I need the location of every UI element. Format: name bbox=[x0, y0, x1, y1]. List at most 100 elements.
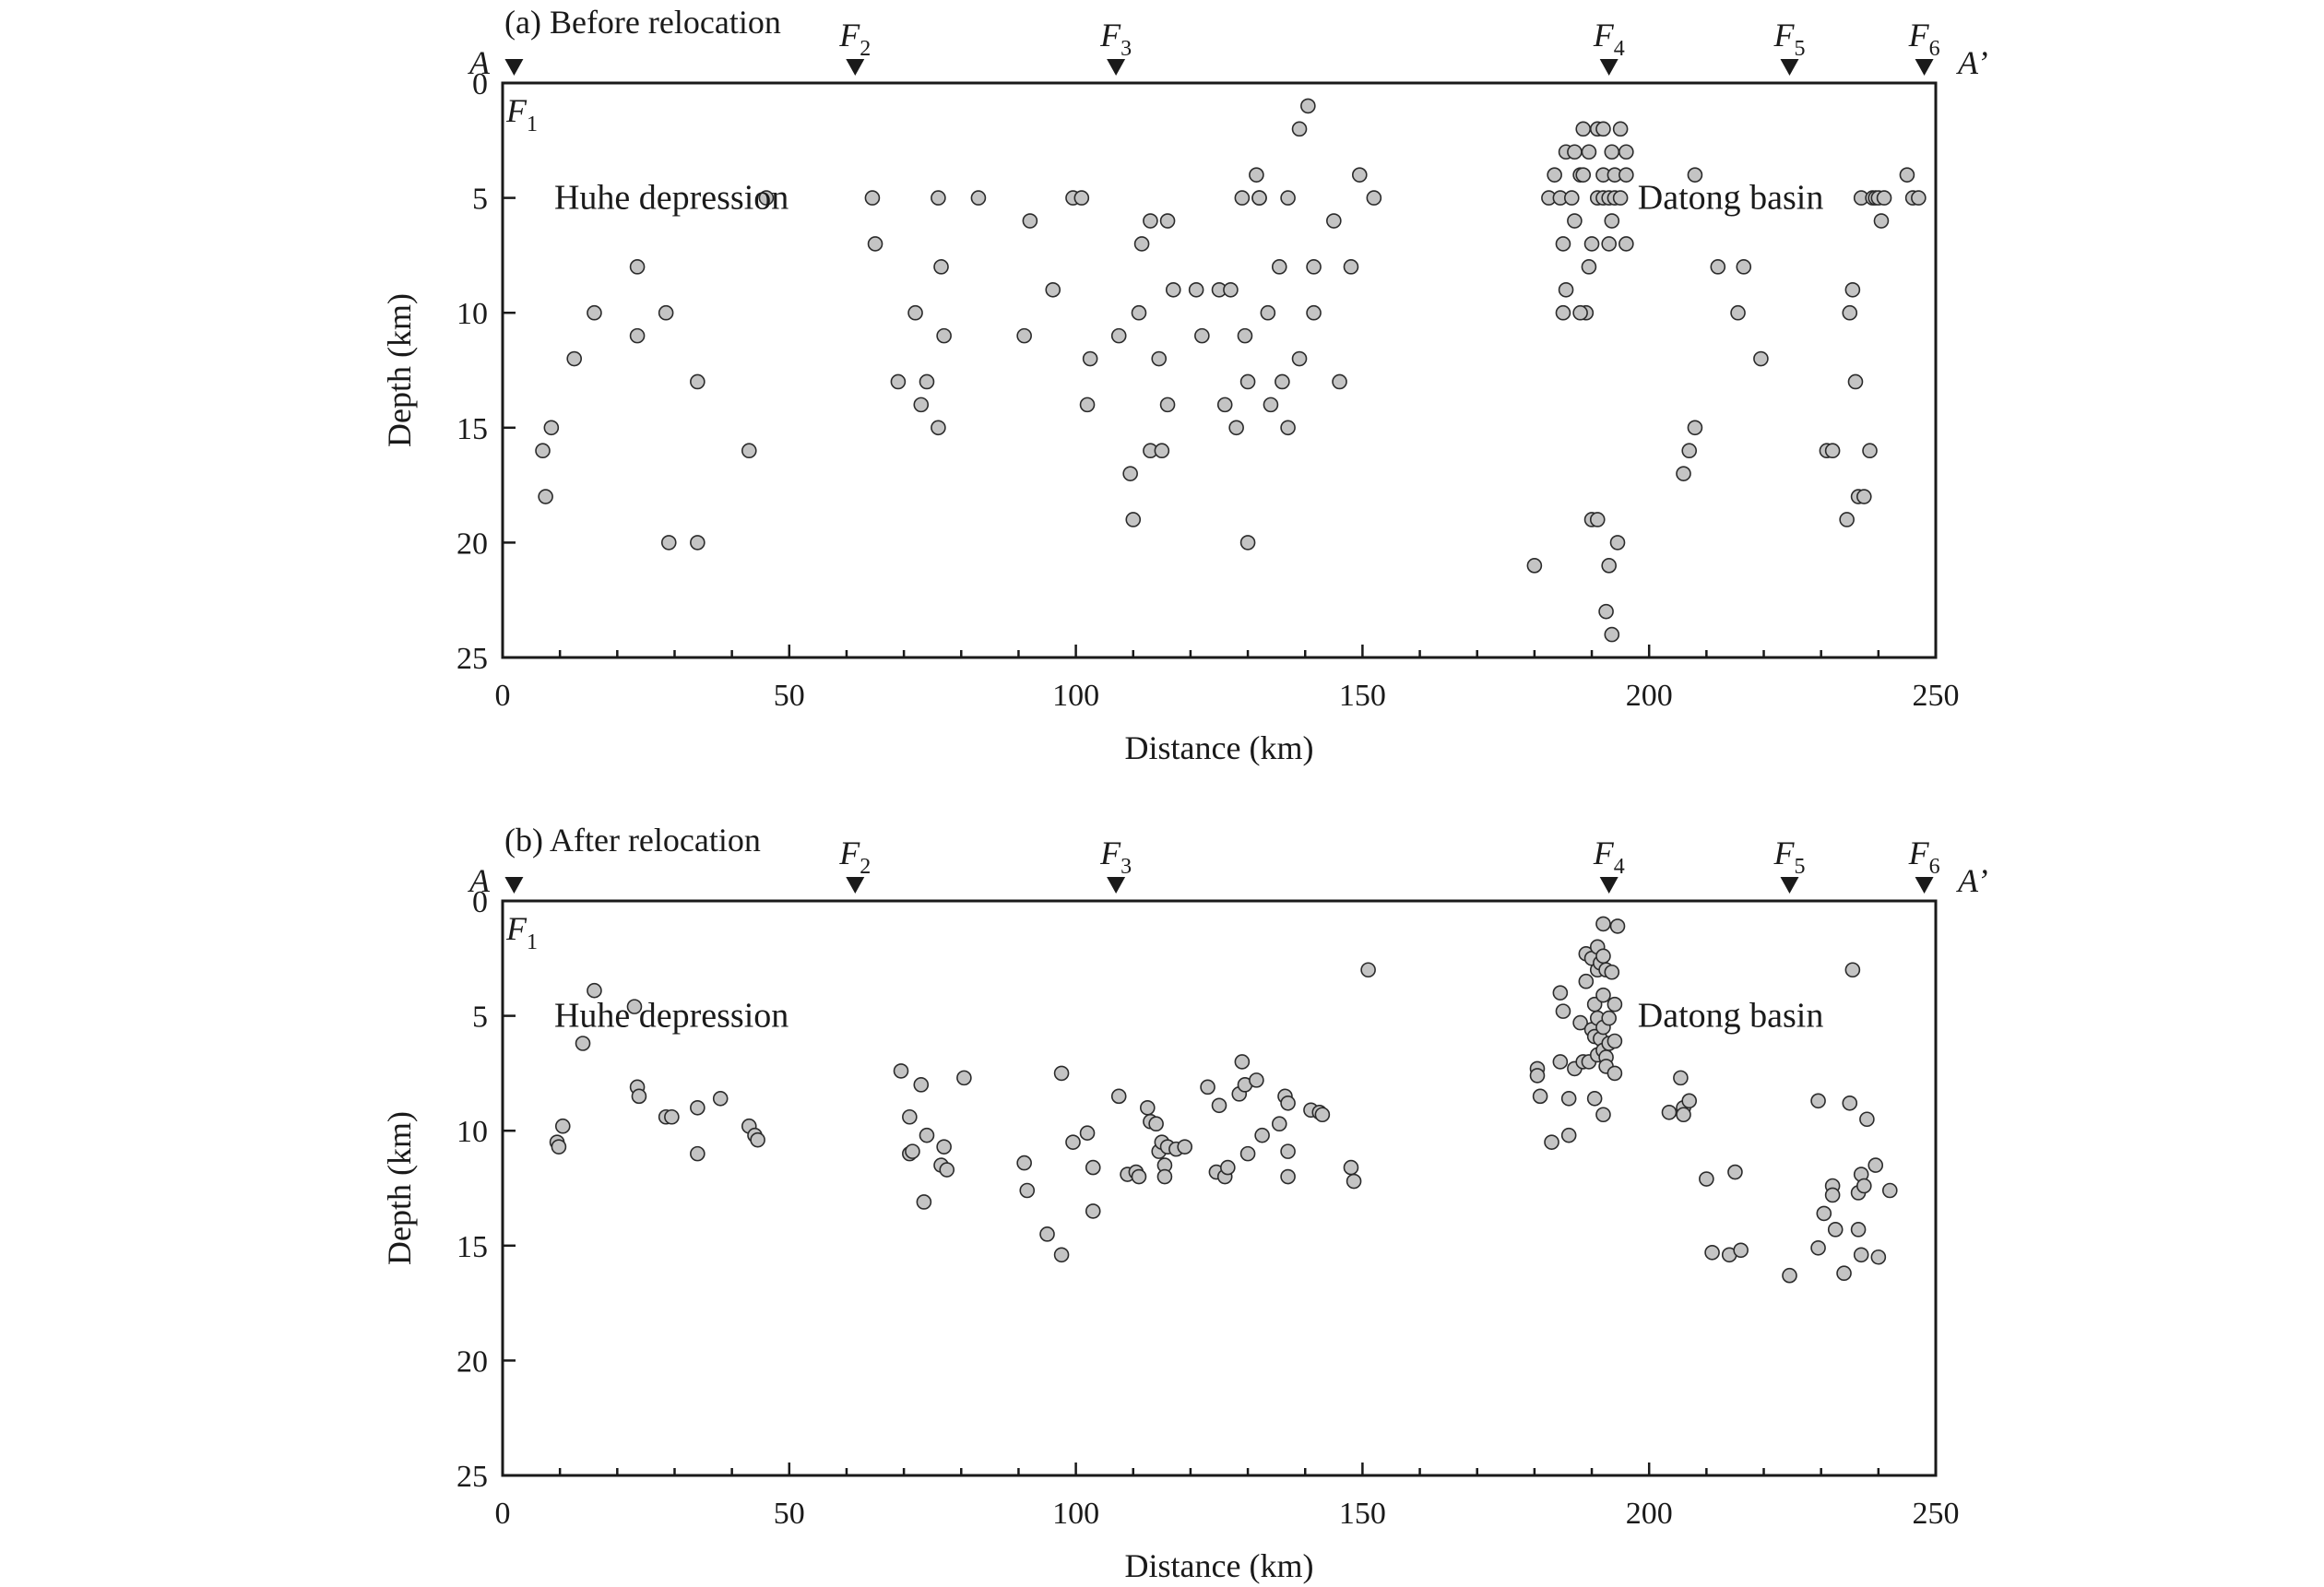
data-point bbox=[1567, 213, 1583, 229]
data-point bbox=[758, 190, 775, 206]
data-point bbox=[629, 327, 646, 344]
data-point bbox=[658, 304, 674, 321]
data-point bbox=[1140, 1099, 1156, 1116]
data-point bbox=[1736, 259, 1752, 275]
y-tick-label: 25 bbox=[456, 1460, 488, 1494]
data-point bbox=[1326, 213, 1342, 229]
data-point bbox=[1143, 213, 1158, 229]
x-axis-label: Distance (km) bbox=[1125, 729, 1314, 766]
data-point bbox=[1824, 1187, 1841, 1203]
fault-label: F5 bbox=[1773, 17, 1805, 61]
fault-label: F2 bbox=[838, 835, 871, 879]
data-point bbox=[712, 1091, 729, 1107]
fault-label: F4 bbox=[1593, 17, 1625, 61]
data-point bbox=[1526, 558, 1543, 574]
data-point bbox=[1618, 144, 1634, 160]
y-tick-label: 5 bbox=[472, 183, 488, 217]
data-point bbox=[1073, 190, 1090, 206]
data-point bbox=[1563, 190, 1580, 206]
region-annotation: Huhe depression bbox=[554, 997, 788, 1036]
data-point bbox=[1532, 1088, 1548, 1105]
data-point bbox=[864, 190, 881, 206]
data-point bbox=[1604, 964, 1620, 980]
data-point bbox=[1604, 213, 1620, 229]
data-point bbox=[1899, 167, 1915, 183]
data-point bbox=[1148, 1116, 1164, 1132]
data-point bbox=[1110, 1088, 1127, 1105]
data-point bbox=[1122, 466, 1138, 481]
data-point bbox=[1604, 144, 1620, 160]
data-point bbox=[1133, 236, 1150, 252]
data-point bbox=[1194, 327, 1210, 344]
data-point bbox=[1177, 1139, 1193, 1155]
data-point bbox=[1343, 259, 1359, 275]
data-point bbox=[1710, 259, 1726, 275]
data-point bbox=[1733, 1242, 1749, 1259]
data-point bbox=[1211, 1097, 1227, 1114]
data-point bbox=[1351, 167, 1368, 183]
data-point bbox=[1271, 259, 1287, 275]
data-point bbox=[1154, 443, 1170, 459]
data-point bbox=[1263, 397, 1279, 413]
x-tick-label: 50 bbox=[774, 679, 805, 713]
data-point bbox=[1558, 281, 1574, 298]
data-point bbox=[1053, 1065, 1070, 1082]
data-point bbox=[913, 1077, 930, 1093]
data-point bbox=[1275, 373, 1290, 390]
fault-label: F2 bbox=[838, 17, 871, 61]
data-point bbox=[1125, 512, 1142, 527]
profile-end-label: A’ bbox=[1956, 44, 1988, 81]
data-point bbox=[750, 1131, 765, 1148]
data-point bbox=[1223, 281, 1239, 298]
data-point bbox=[1607, 1065, 1623, 1082]
data-point bbox=[939, 1162, 955, 1178]
y-tick-label: 5 bbox=[472, 1001, 488, 1035]
data-point bbox=[587, 304, 602, 321]
panel-title: (b) After relocation bbox=[504, 822, 761, 859]
data-point bbox=[1045, 281, 1061, 298]
data-point bbox=[907, 304, 923, 321]
x-tick-label: 200 bbox=[1626, 1497, 1673, 1531]
data-point bbox=[1306, 259, 1322, 275]
data-point bbox=[1612, 121, 1629, 137]
data-point bbox=[1598, 603, 1614, 620]
profile-start-label: A bbox=[468, 44, 491, 81]
data-point bbox=[1237, 327, 1253, 344]
data-point bbox=[1159, 213, 1176, 229]
panel-after-relocation: 0 50 100 150 200 250 0 5 10 15 20 25 Distance (km) De… bbox=[381, 822, 1988, 1584]
data-point bbox=[1612, 190, 1629, 206]
data-point bbox=[1280, 1095, 1296, 1111]
data-point bbox=[1824, 443, 1841, 459]
data-point bbox=[1567, 144, 1583, 160]
data-point bbox=[1306, 304, 1322, 321]
data-point bbox=[1881, 1182, 1898, 1199]
data-point bbox=[1836, 1265, 1852, 1282]
data-point bbox=[931, 190, 946, 206]
data-point bbox=[936, 1139, 952, 1155]
data-point bbox=[1581, 144, 1597, 160]
data-point bbox=[1280, 420, 1296, 436]
fault-marker-triangle bbox=[1107, 59, 1126, 76]
data-point bbox=[1110, 327, 1127, 344]
fault-label: F3 bbox=[1099, 17, 1132, 61]
data-point bbox=[1529, 1068, 1546, 1084]
data-point bbox=[1165, 281, 1181, 298]
y-tick-label: 20 bbox=[456, 527, 488, 561]
x-tick-label: 0 bbox=[495, 679, 511, 713]
data-point bbox=[1291, 350, 1308, 367]
data-point bbox=[1681, 443, 1698, 459]
data-point bbox=[1228, 420, 1244, 436]
fault-marker-triangle bbox=[846, 59, 865, 76]
data-point bbox=[1555, 236, 1571, 252]
data-point bbox=[1609, 918, 1626, 934]
fault-label: F1 bbox=[505, 910, 538, 954]
data-point bbox=[970, 190, 987, 206]
data-point bbox=[890, 373, 907, 390]
data-point bbox=[1022, 213, 1038, 229]
data-point bbox=[913, 397, 930, 413]
data-point bbox=[741, 443, 757, 459]
data-point bbox=[1151, 350, 1168, 367]
data-point bbox=[1249, 167, 1264, 183]
fault-marker-triangle bbox=[1780, 877, 1799, 894]
fault-label: F4 bbox=[1593, 835, 1625, 879]
